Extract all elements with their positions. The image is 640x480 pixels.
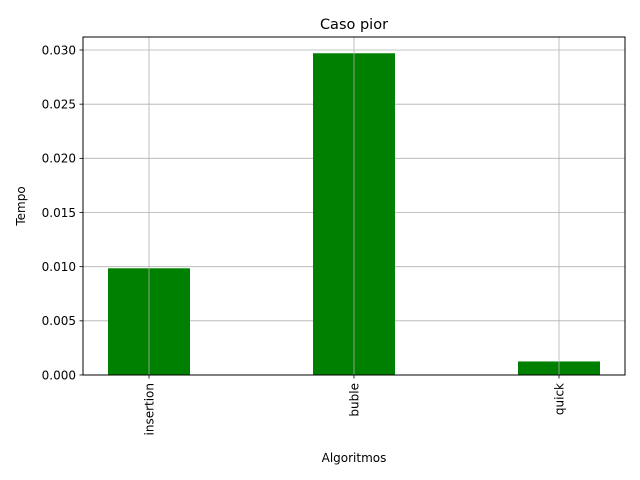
y-tick-label: 0.000 xyxy=(42,368,76,382)
x-tick-label-quick: quick xyxy=(553,383,567,415)
y-tick-label: 0.030 xyxy=(42,43,76,57)
y-tick-label: 0.010 xyxy=(42,260,76,274)
x-axis-ticks: insertion buble quick xyxy=(143,375,567,436)
y-tick-label: 0.025 xyxy=(42,97,76,111)
y-tick-label: 0.020 xyxy=(42,152,76,166)
y-tick-label: 0.005 xyxy=(42,314,76,328)
y-axis-label: Tempo xyxy=(14,186,28,226)
plot-area: 0.000 0.005 0.010 0.015 0.020 0.025 0.030 inse… xyxy=(42,36,626,436)
y-tick-label: 0.015 xyxy=(42,206,76,220)
vertical-grid xyxy=(148,37,560,375)
x-axis-label: Algoritmos xyxy=(322,451,387,465)
y-axis-ticks: 0.000 0.005 0.010 0.015 0.020 0.025 0.030 xyxy=(42,43,83,382)
chart-title: Caso pior xyxy=(320,17,388,33)
x-tick-label-buble: buble xyxy=(348,383,362,417)
x-tick-label-insertion: insertion xyxy=(143,383,157,436)
